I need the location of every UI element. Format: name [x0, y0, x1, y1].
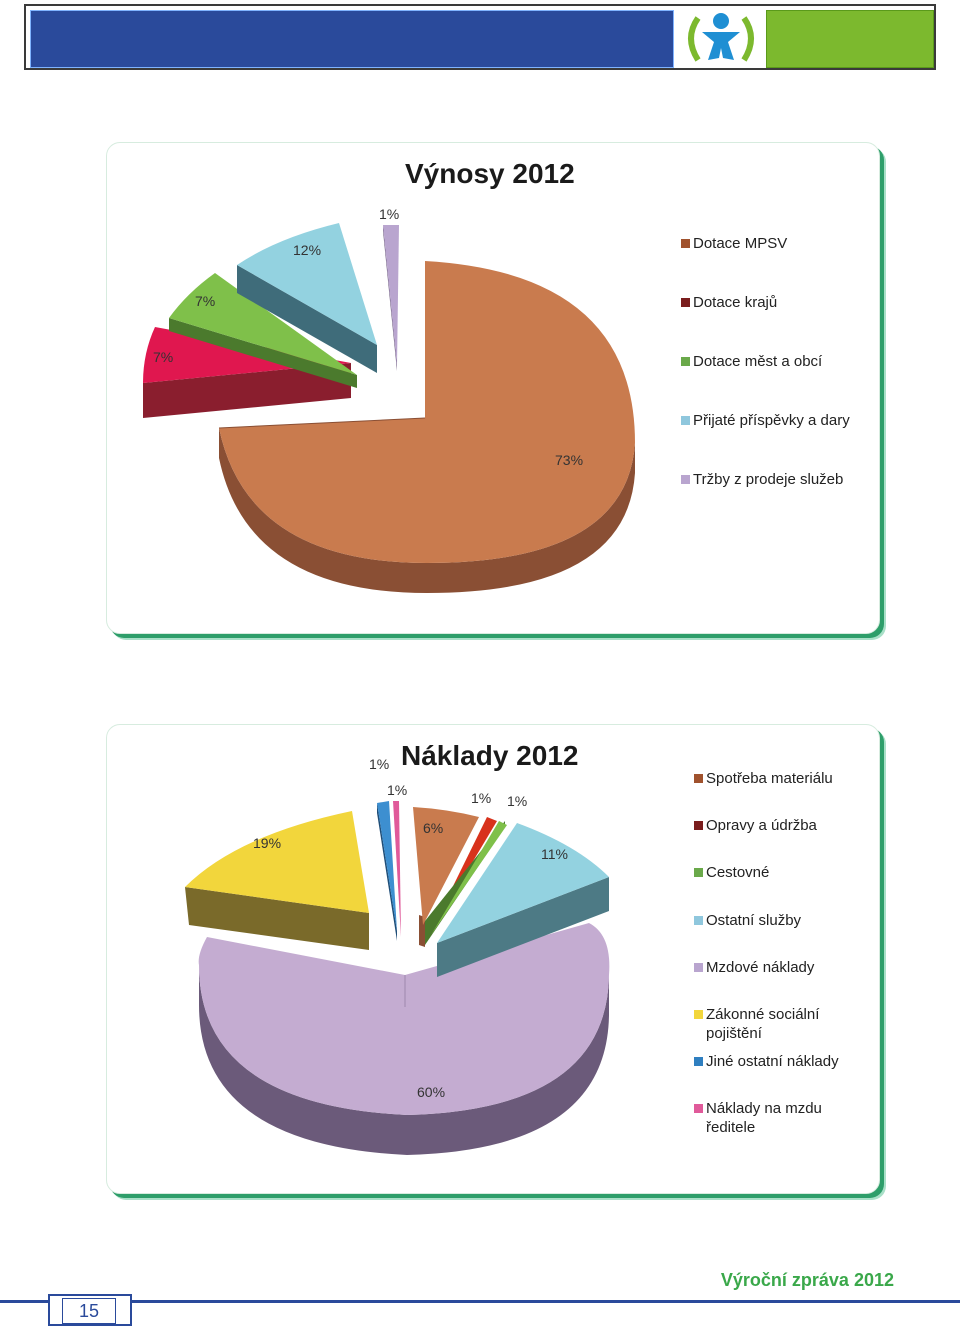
vynosy-legend: Dotace MPSV Dotace krajů Dotace měst a o…: [681, 235, 850, 488]
pie-slice-zakonne: [185, 811, 369, 913]
vynosy-title: Výnosy 2012: [405, 158, 575, 189]
data-label-spotreba: 6%: [423, 820, 443, 836]
pie-slice-ostatni-side: [437, 877, 609, 977]
legend-item-zakonne-line1: Zákonné sociální: [706, 1006, 820, 1023]
header-blue-band: [30, 10, 674, 68]
legend-item-opravy: Opravy a údržba: [706, 817, 818, 834]
legend-item-dotace-mest: Dotace měst a obcí: [693, 353, 823, 370]
header-green-band: [766, 10, 934, 68]
pie-slice-jine: [377, 801, 397, 931]
data-label-zakonne: 19%: [253, 835, 281, 851]
legend-swatch: [694, 821, 703, 830]
legend-swatch: [694, 774, 703, 783]
naklady-chart-panel: Náklady 2012 1% 1% 1% 1% 6% 11% 19% 60%: [106, 724, 880, 1194]
legend-swatch: [681, 475, 690, 484]
data-label-trzby: 1%: [379, 206, 399, 222]
legend-item-spotreba: Spotřeba materiálu: [706, 770, 833, 787]
footer-report-title: Výroční zpráva 2012: [720, 1270, 894, 1290]
data-label-mzdove: 60%: [417, 1084, 445, 1100]
legend-item-trzby: Tržby z prodeje služeb: [693, 471, 843, 488]
legend-item-mzda-line1: Náklady na mzdu: [706, 1100, 822, 1117]
pie-slice-prispevky-side: [237, 265, 377, 373]
pie-slice-mzda-reditele: [393, 801, 401, 937]
legend-item-mzda-line2: ředitele: [706, 1119, 755, 1136]
data-label-dotace-mpsv: 73%: [555, 452, 583, 468]
legend-swatch: [694, 1010, 703, 1019]
legend-swatch: [681, 298, 690, 307]
legend-item-prispevky: Přijaté příspěvky a dary: [693, 412, 850, 429]
naklady-title: Náklady 2012: [401, 740, 578, 771]
legend-item-mzdove: Mzdové náklady: [706, 959, 815, 976]
pie-slice-dotace-mest: [169, 273, 357, 375]
pie-slice-mzdove-side: [199, 965, 609, 1155]
legend-swatch: [694, 1104, 703, 1113]
legend-item-dotace-kraju: Dotace krajů: [693, 294, 777, 311]
legend-item-ostatni: Ostatní služby: [706, 912, 802, 929]
legend-swatch: [681, 416, 690, 425]
pie-slice-dotace-mpsv: [219, 261, 635, 563]
pie-slice-cestovne: [431, 821, 507, 935]
pie-slice-prispevky: [237, 223, 377, 345]
pie-slice-dotace-kraju-side: [143, 363, 351, 418]
data-label-dotace-kraju: 7%: [153, 349, 173, 365]
data-label-mzda-reditele: 1%: [369, 756, 389, 772]
pie-slice-spotreba: [413, 807, 479, 925]
legend-item-dotace-mpsv: Dotace MPSV: [693, 235, 787, 252]
data-label-cestovne: 1%: [507, 793, 527, 809]
footer-divider: [0, 1300, 960, 1303]
organization-logo-icon: [688, 13, 754, 62]
pie-slice-ostatni: [437, 823, 609, 943]
legend-swatch: [694, 1057, 703, 1066]
legend-swatch: [681, 239, 690, 248]
data-label-opravy: 1%: [471, 790, 491, 806]
legend-swatch: [694, 963, 703, 972]
page-number: 15: [62, 1298, 116, 1324]
naklady-legend: Spotřeba materiálu Opravy a údržba Cesto…: [694, 770, 839, 1136]
legend-swatch: [694, 916, 703, 925]
legend-swatch: [694, 868, 703, 877]
naklady-pie-chart: Náklady 2012 1% 1% 1% 1% 6% 11% 19% 60%: [185, 740, 839, 1155]
pie-slice-mzdove: [198, 923, 610, 1115]
pie-slice-trzby: [383, 225, 399, 365]
pie-slice-dotace-kraju: [143, 327, 351, 383]
legend-item-cestovne: Cestovné: [706, 864, 769, 881]
pie-slice-dotace-mpsv-side: [219, 428, 635, 593]
pie-slice-zakonne-side: [185, 887, 369, 950]
pie-slice-trzby-side: [383, 225, 397, 371]
data-label-jine: 1%: [387, 782, 407, 798]
vynosy-chart-panel: Výnosy 2012 1% 12% 7% 7% 73% Dotace MPSV…: [106, 142, 880, 634]
pie-slice-dotace-mest-side: [169, 318, 357, 388]
vynosy-pie-chart: Výnosy 2012 1% 12% 7% 7% 73% Dotace MPSV…: [143, 158, 850, 593]
pie-slice-jine-side: [377, 803, 397, 941]
data-label-prispevky: 12%: [293, 242, 321, 258]
legend-item-jine: Jiné ostatní náklady: [706, 1053, 839, 1070]
data-label-dotace-mest: 7%: [195, 293, 215, 309]
legend-item-zakonne-line2: pojištění: [706, 1025, 763, 1042]
data-label-ostatni: 11%: [541, 846, 568, 862]
page-header: [24, 4, 936, 70]
legend-swatch: [681, 357, 690, 366]
